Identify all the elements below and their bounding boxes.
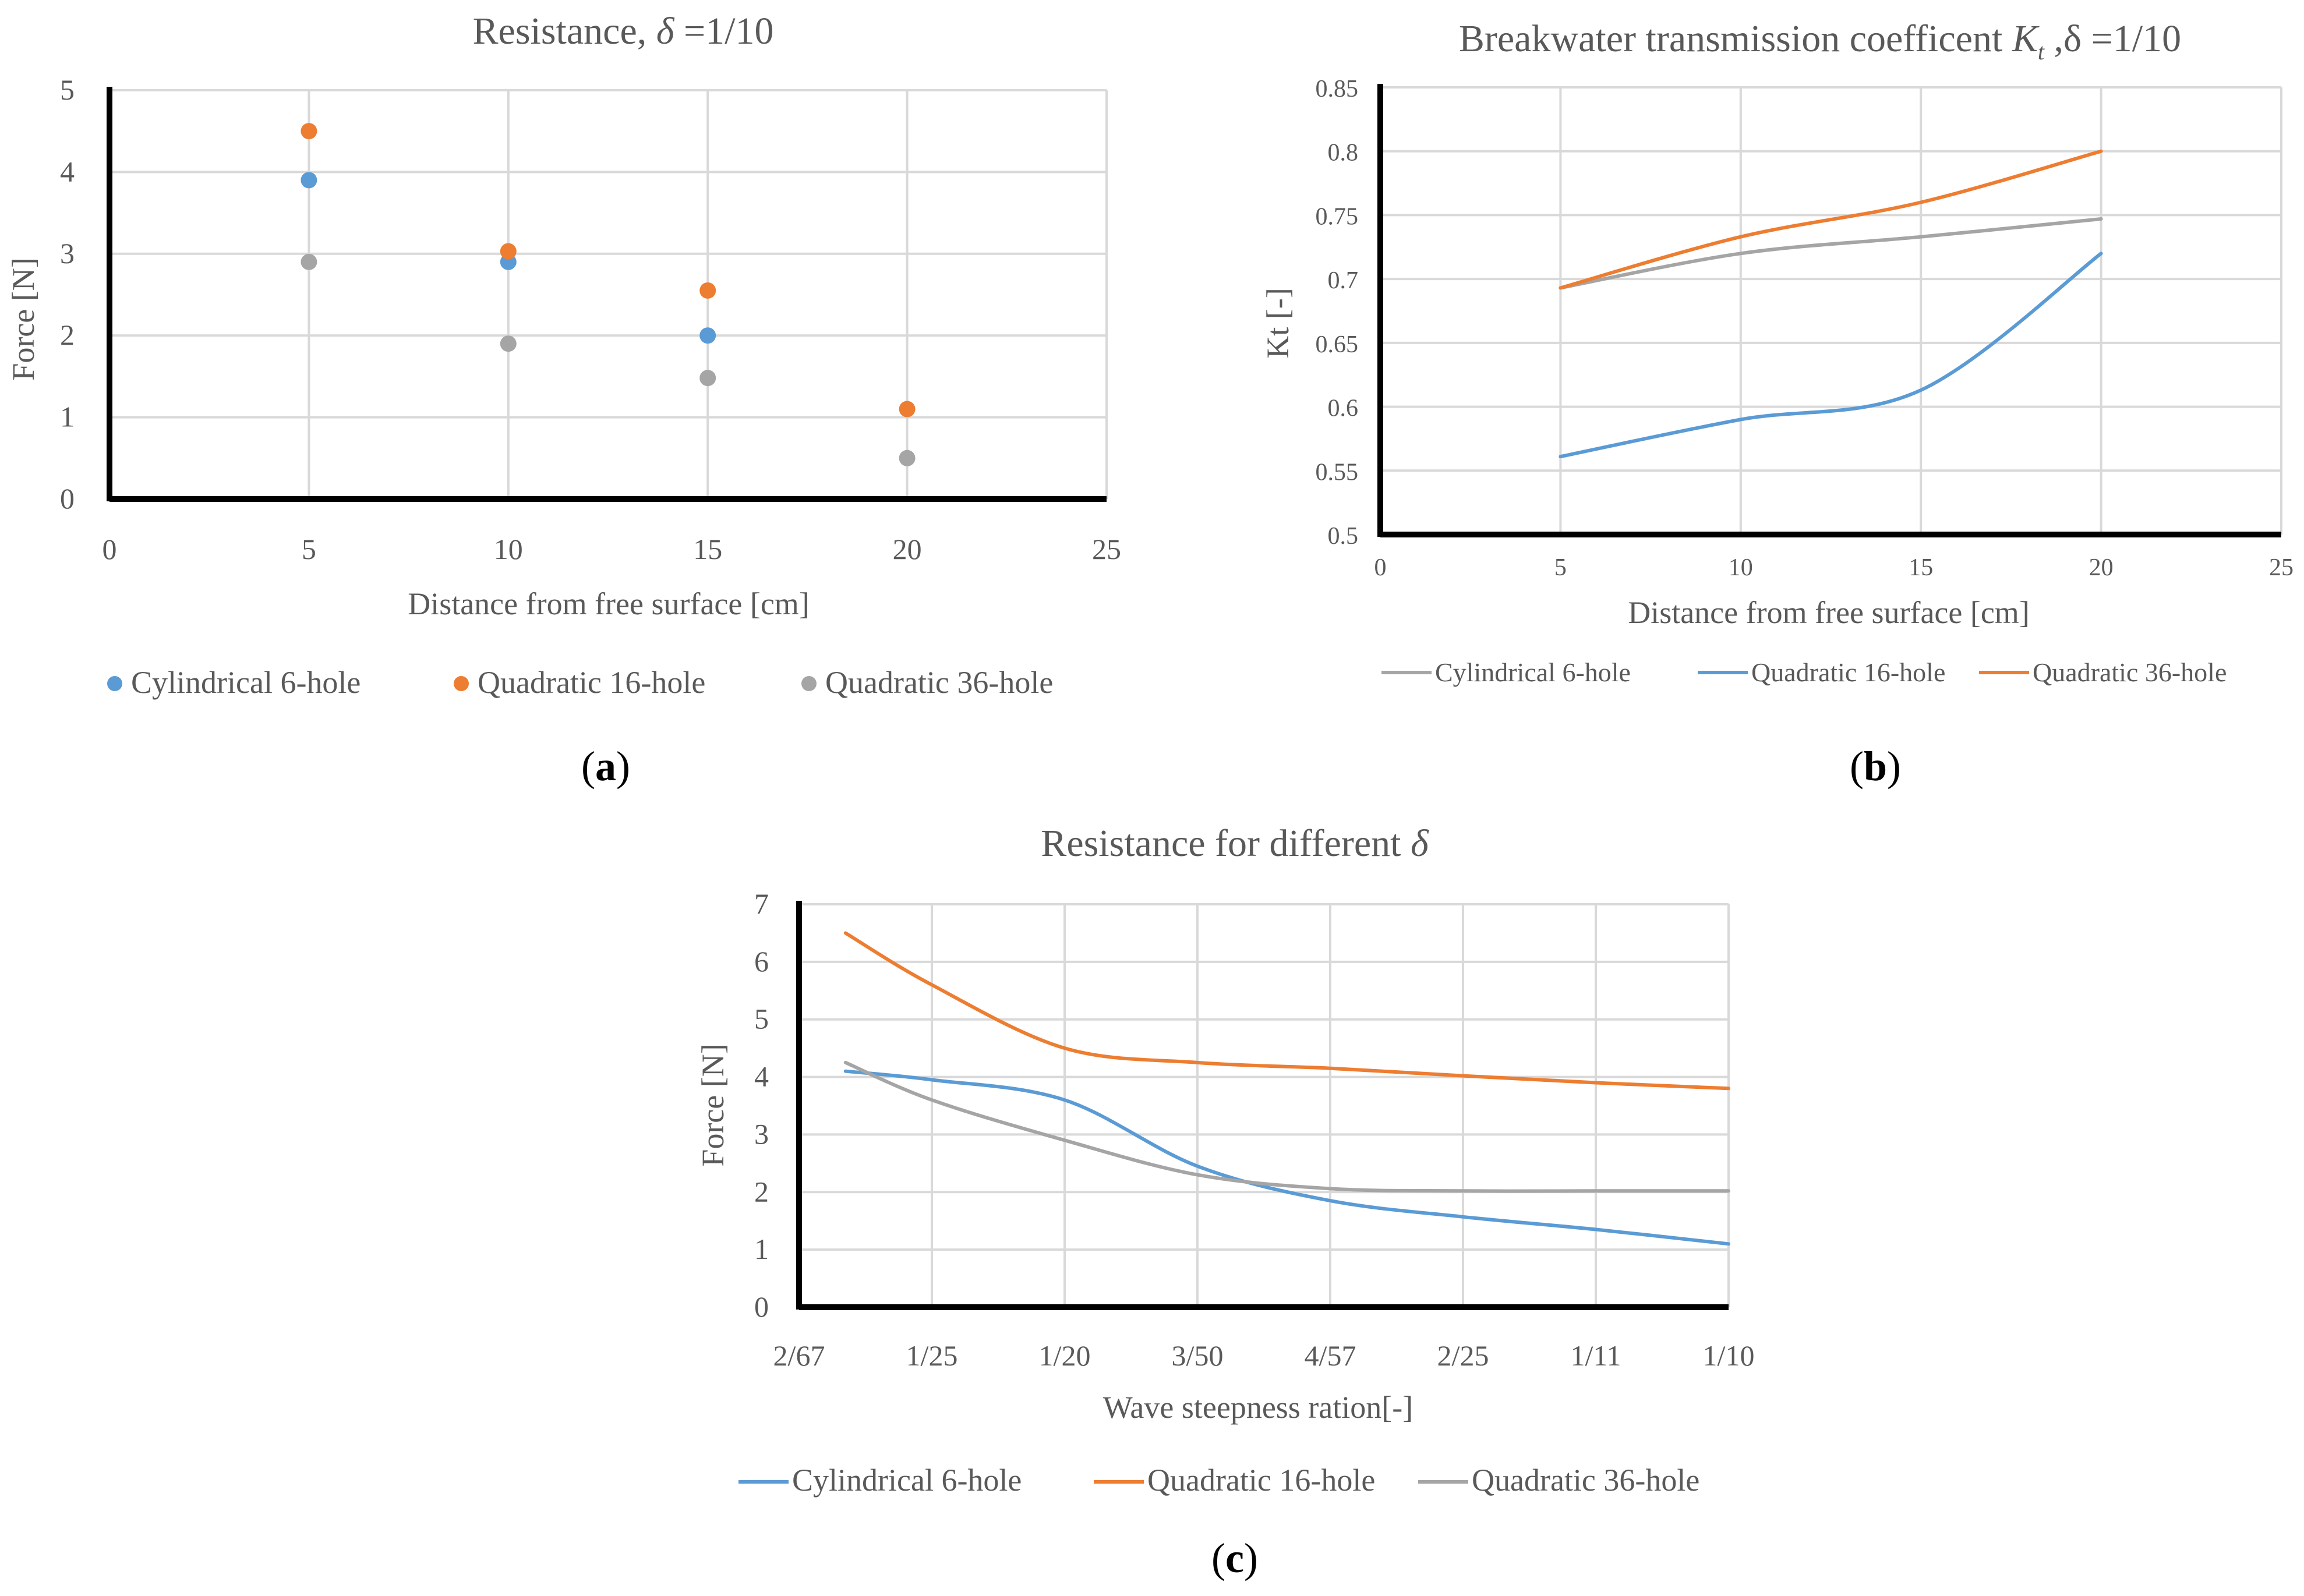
chart-b-y-tick: 0.8 [1328, 140, 1359, 167]
chart-a-title: Resistance, δ =1/10 [473, 10, 774, 52]
chart-b-title: Breakwater transmission coefficent Kt ,δ… [1459, 17, 2181, 65]
chart-b-x-tick: 5 [1554, 554, 1567, 581]
chart-c-y-tick: 5 [754, 1003, 769, 1035]
chart-a-legend-marker-0 [107, 676, 122, 691]
chart-c-x-tick: 1/10 [1703, 1339, 1755, 1372]
panel-a-label: (a) [581, 743, 630, 790]
chart-a-x-axis-label: Distance from free surface [cm] [408, 586, 810, 621]
chart-b-y-tick: 0.7 [1328, 267, 1359, 294]
chart-a-point-2 [699, 370, 716, 387]
chart-c-y-tick: 2 [754, 1175, 769, 1208]
chart-a-y-tick: 3 [60, 237, 75, 270]
chart-b-legend-label-0: Cylindrical 6-hole [1435, 657, 1631, 687]
chart-c-y-tick: 4 [754, 1060, 769, 1093]
chart-b-legend-label-1: Quadratic 16-hole [1751, 657, 1945, 687]
chart-c-legend-label-1: Quadratic 16-hole [1147, 1463, 1375, 1498]
chart-c-x-axis-label: Wave steepness ration[-] [1103, 1390, 1413, 1425]
chart-c-y-tick: 7 [754, 887, 769, 920]
chart-a-point-1 [699, 282, 716, 299]
chart-c-title: Resistance for different δ [1041, 822, 1429, 865]
chart-b-legend-label-2: Quadratic 36-hole [2033, 657, 2227, 687]
chart-c-x-tick: 3/50 [1172, 1339, 1224, 1372]
chart-b-x-tick: 25 [2269, 554, 2294, 581]
chart-c-legend-label-0: Cylindrical 6-hole [792, 1463, 1022, 1498]
chart-a-legend-marker-1 [454, 676, 469, 691]
panel-c-label: (c) [1211, 1535, 1258, 1581]
chart-a-legend-label-0: Cylindrical 6-hole [131, 665, 361, 700]
chart-b-series-line-1 [1559, 252, 2103, 459]
chart-a-x-tick: 20 [893, 533, 922, 565]
chart-a-x-tick: 15 [693, 533, 722, 565]
chart-a-x-tick: 0 [103, 533, 117, 565]
chart-a: Resistance, δ =1/10 0 1 2 3 4 5 0 5 10 15 20 25 Dis… [6, 10, 1121, 790]
chart-a-x-tick: 5 [302, 533, 316, 565]
chart-b-x-tick: 20 [2089, 554, 2114, 581]
chart-c-y-axis-label: Force [N] [695, 1043, 730, 1166]
chart-b-series-line-2 [1559, 149, 2103, 290]
chart-b-y-tick: 0.55 [1316, 459, 1359, 486]
chart-c-y-tick: 0 [754, 1290, 769, 1323]
chart-a-legend-marker-2 [801, 676, 817, 691]
chart-a-point-2 [301, 253, 317, 270]
chart-b: Breakwater transmission coefficent Kt ,δ… [1260, 17, 2294, 790]
chart-a-legend-label-2: Quadratic 36-hole [825, 665, 1053, 700]
chart-a-y-tick: 4 [60, 155, 75, 187]
chart-a-y-tick: 1 [60, 401, 75, 433]
chart-c-series-line-0 [843, 1069, 1730, 1246]
chart-c-y-tick: 6 [754, 945, 769, 978]
chart-a-y-tick: 5 [60, 73, 75, 106]
chart-a-legend-label-1: Quadratic 16-hole [478, 665, 705, 700]
chart-b-y-tick: 0.75 [1316, 203, 1359, 230]
chart-a-point-0 [699, 327, 716, 344]
chart-b-series-line-0 [1559, 217, 2103, 290]
chart-a-y-tick: 2 [60, 319, 75, 351]
chart-c-x-tick: 1/25 [906, 1339, 958, 1372]
chart-a-point-2 [500, 335, 517, 352]
chart-b-y-tick: 0.65 [1316, 331, 1359, 358]
chart-c-y-tick: 3 [754, 1117, 769, 1150]
chart-c-series-line-2 [843, 1060, 1730, 1193]
chart-a-point-1 [301, 123, 317, 140]
chart-a-x-tick: 25 [1092, 533, 1121, 565]
chart-c-x-tick: 2/25 [1437, 1339, 1489, 1372]
chart-a-y-axis-label: Force [N] [6, 257, 41, 380]
chart-a-point-1 [500, 243, 517, 260]
chart-b-y-tick: 0.5 [1328, 523, 1359, 550]
chart-b-x-tick: 10 [1729, 554, 1753, 581]
chart-b-x-tick: 15 [1909, 554, 1933, 581]
chart-a-x-tick: 10 [494, 533, 523, 565]
chart-b-y-tick: 0.6 [1328, 395, 1359, 422]
chart-b-y-axis-label: Kt [-] [1260, 288, 1295, 358]
chart-b-x-tick: 0 [1374, 554, 1387, 581]
chart-c-legend-label-2: Quadratic 36-hole [1472, 1463, 1699, 1498]
chart-c-x-tick: 1/11 [1570, 1339, 1621, 1372]
chart-a-point-0 [301, 172, 317, 189]
chart-c-series-line-1 [843, 931, 1730, 1091]
chart-c-x-tick: 1/20 [1039, 1339, 1091, 1372]
chart-b-x-axis-label: Distance from free surface [cm] [1628, 595, 2030, 630]
panel-b-label: (b) [1850, 743, 1901, 790]
chart-c-x-tick: 4/57 [1305, 1339, 1356, 1372]
chart-a-point-2 [899, 450, 916, 466]
chart-c-y-tick: 1 [754, 1233, 769, 1265]
chart-c: Resistance for different δ 0 1 2 3 4 5 6 7 2/67 1… [695, 822, 1754, 1581]
chart-c-x-tick: 2/67 [773, 1339, 825, 1372]
chart-a-y-tick: 0 [60, 482, 75, 515]
chart-b-y-tick: 0.85 [1316, 76, 1359, 102]
chart-a-point-1 [899, 401, 916, 417]
